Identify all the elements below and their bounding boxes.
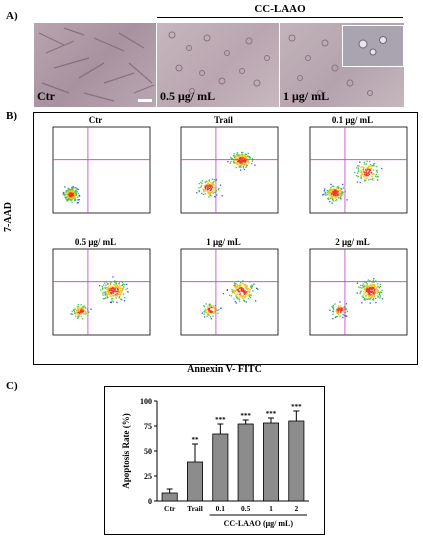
micrograph-caption-1: 1 μg/ mL (283, 89, 330, 103)
y-axis-label: Apoptosis Rate (%) (121, 413, 131, 489)
flow-plot-01: 0.1 μg/ mL (296, 115, 409, 218)
y-tick-label: 50 (144, 447, 152, 456)
y-tick-label: 0 (148, 497, 152, 506)
x-tick-label: 0.1 (216, 504, 226, 513)
bar (288, 420, 305, 502)
flow-x-axis-label: Annexin V- FITC (187, 364, 262, 375)
micrograph-inset-cells (358, 36, 387, 56)
bar (161, 492, 178, 502)
flow-plot-title: 2 μg/ mL (335, 237, 370, 247)
flow-plot-graphic (180, 248, 279, 336)
flow-plot-2: 2 μg/ mL (296, 237, 409, 340)
x-tick-label: 2 (294, 504, 298, 513)
significance-mark: ** (192, 436, 200, 444)
flow-plot-graphic (309, 126, 408, 214)
flow-plot-graphic (309, 248, 408, 336)
y-tick-label: 100 (140, 397, 152, 406)
bar (237, 423, 254, 502)
flow-plot-trail: Trail (167, 115, 280, 218)
micrograph-caption-ctr: Ctr (37, 89, 55, 103)
flow-plot-title: 0.5 μg/ mL (74, 237, 117, 247)
flow-plot-title: 1 μg/ mL (206, 237, 241, 247)
cc-laao-group-line (157, 17, 403, 18)
micrograph-caption-05: 0.5 μg/ mL (160, 89, 216, 103)
significance-mark: *** (215, 416, 226, 424)
flow-y-axis-label: 7-AAD (3, 202, 14, 232)
apoptosis-chart-frame: 0 25 50 75 100 Apoptosis Rate (%) Ctr ** Trail **… (104, 386, 325, 535)
flow-plot-ctr: Ctr (39, 115, 152, 218)
micrograph-ctr: Ctr (34, 23, 156, 107)
x-tick-label: Ctr (164, 504, 176, 513)
flow-plot-title: Ctr (88, 115, 103, 125)
bar (262, 422, 279, 502)
flow-plot-title: 0.1 μg/ mL (331, 115, 374, 125)
x-tick-label: Trail (187, 504, 203, 513)
significance-mark: *** (266, 410, 277, 418)
x-tick-label: 0.5 (241, 504, 251, 513)
y-tick-label: 25 (144, 472, 152, 481)
bar (212, 433, 229, 502)
flow-plot-graphic (52, 248, 151, 336)
micrograph-05-cells (168, 31, 270, 94)
significance-mark: *** (240, 412, 251, 420)
flow-plot-graphic (180, 126, 279, 214)
apoptosis-bar-chart: 0 25 50 75 100 Apoptosis Rate (%) Ctr ** Trail **… (121, 397, 309, 528)
flow-plot-graphic (52, 126, 151, 214)
micrograph-ctr-cells (38, 27, 155, 102)
bar (187, 461, 204, 502)
flow-plot-1: 1 μg/ mL (167, 237, 280, 340)
panel-b-label: B) (6, 110, 17, 122)
flow-cytometry-panel: Ctr Trail 0.1 μg/ mL 0.5 μg/ mL 1 μg/ mL… (33, 112, 418, 365)
micrograph-1: 1 μg/ mL (280, 23, 404, 107)
scale-bar (138, 99, 152, 102)
y-tick-label: 75 (144, 422, 152, 431)
cc-laao-group-title: CC-LAAO (254, 3, 306, 15)
micrograph-05: 0.5 μg/ mL (157, 23, 279, 107)
micrograph-1-cells (288, 34, 373, 96)
micrograph-inset (342, 25, 404, 67)
panel-a-label: A) (6, 10, 18, 22)
group-label: CC-LAAO (μg/ mL) (224, 519, 294, 528)
flow-plot-05: 0.5 μg/ mL (39, 237, 152, 340)
x-tick-label: 1 (269, 504, 273, 513)
flow-plot-title: Trail (214, 115, 233, 125)
significance-mark: *** (291, 403, 302, 411)
panel-c-label: C) (6, 380, 18, 392)
